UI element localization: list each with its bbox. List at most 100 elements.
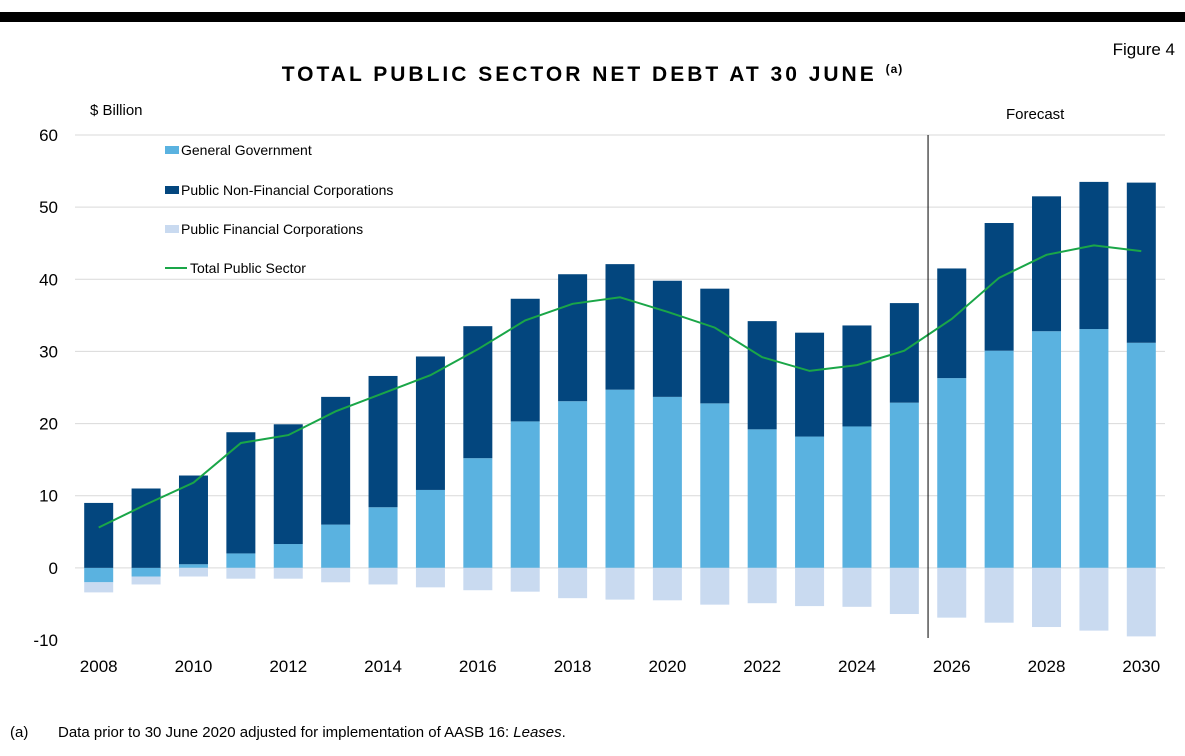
bar-pnfc-2015	[415, 356, 445, 490]
x-tick-label: 2016	[459, 657, 497, 676]
bar-pfc-2015	[415, 567, 445, 588]
bar-general-government-2020	[652, 396, 682, 568]
chart-title: TOTAL PUBLIC SECTOR NET DEBT AT 30 JUNE …	[0, 62, 1185, 87]
bar-pfc-2026	[937, 567, 967, 618]
y-tick-label: 30	[39, 342, 58, 361]
bar-pnfc-2013	[321, 396, 351, 525]
bar-pnfc-2019	[605, 264, 635, 390]
bar-pfc-2010	[178, 567, 208, 577]
x-tick-label: 2010	[175, 657, 213, 676]
legend-label-pnfc: Public Non-Financial Corporations	[181, 182, 394, 198]
bar-pfc-2018	[558, 567, 588, 599]
bar-pfc-2013	[321, 567, 351, 583]
bar-pfc-2016	[463, 567, 493, 591]
legend-item-pfc: Public Financial Corporations	[165, 221, 363, 237]
footnote-text-italic: Leases	[513, 724, 562, 741]
x-tick-label: 2028	[1028, 657, 1066, 676]
x-tick-label: 2022	[743, 657, 781, 676]
x-tick-label: 2020	[648, 657, 686, 676]
bar-general-government-2016	[463, 458, 493, 568]
y-tick-label: 60	[39, 126, 58, 145]
bar-general-government-2027	[984, 350, 1014, 568]
x-tick-label: 2014	[364, 657, 402, 676]
bar-pnfc-2014	[368, 375, 398, 508]
bar-pnfc-2008	[84, 502, 114, 568]
legend-swatch-pnfc	[165, 186, 179, 194]
bar-general-government-2019	[605, 389, 635, 568]
legend-swatch-pfc	[165, 225, 179, 233]
bar-pnfc-2030	[1126, 182, 1156, 343]
bar-general-government-2010	[178, 564, 208, 568]
bar-general-government-2011	[226, 553, 256, 568]
legend-item-total-public-sector: Total Public Sector	[165, 260, 306, 276]
bar-pnfc-2024	[842, 325, 872, 427]
bar-general-government-2009	[131, 567, 161, 577]
bar-general-government-2029	[1079, 329, 1109, 568]
x-tick-label: 2024	[838, 657, 876, 676]
bar-pnfc-2017	[510, 298, 540, 422]
bar-pfc-2014	[368, 567, 398, 585]
legend-label-general-government: General Government	[181, 142, 312, 158]
bar-general-government-2015	[415, 489, 445, 568]
line-total-public-sector	[98, 244, 1142, 529]
bar-general-government-2021	[700, 403, 730, 568]
chart-title-text: TOTAL PUBLIC SECTOR NET DEBT AT 30 JUNE	[281, 63, 877, 86]
bar-pnfc-2010	[178, 475, 208, 565]
bar-general-government-2012	[273, 544, 303, 568]
legend-label-pfc: Public Financial Corporations	[181, 221, 364, 237]
bar-pnfc-2018	[558, 274, 588, 402]
forecast-label: Forecast	[1006, 106, 1065, 123]
bar-pnfc-2009	[131, 488, 161, 568]
bar-general-government-2018	[558, 401, 588, 568]
bar-pnfc-2021	[700, 288, 730, 404]
bar-pfc-2021	[700, 567, 730, 605]
bar-pnfc-2023	[795, 332, 825, 437]
bar-pnfc-2022	[747, 321, 777, 430]
bar-general-government-2008	[84, 567, 114, 583]
x-tick-label: 2026	[933, 657, 971, 676]
bar-general-government-2030	[1126, 342, 1156, 568]
bar-pnfc-2029	[1079, 181, 1109, 330]
bar-pfc-2020	[652, 567, 682, 601]
figure-label: Figure 4	[1112, 40, 1175, 59]
bar-pnfc-2026	[937, 268, 967, 379]
bar-pfc-2017	[510, 567, 540, 592]
bar-general-government-2023	[795, 436, 825, 568]
bar-pfc-2009	[131, 576, 161, 585]
legend-label-total-public-sector: Total Public Sector	[190, 260, 306, 276]
y-tick-label: 20	[39, 415, 58, 434]
footnote: (a) Data prior to 30 June 2020 adjusted f…	[10, 724, 566, 741]
y-tick-label: 40	[39, 270, 58, 289]
bar-general-government-2017	[510, 421, 540, 568]
bar-pfc-2029	[1079, 567, 1109, 631]
y-tick-label: 0	[49, 559, 58, 578]
footnote-marker: (a)	[10, 724, 29, 741]
top-rule	[0, 12, 1185, 22]
legend-item-general-government: General Government	[165, 142, 312, 158]
legend-swatch-total-public-sector	[165, 267, 187, 269]
legend-swatch-general-government	[165, 146, 179, 154]
bar-pfc-2019	[605, 567, 635, 600]
legend-item-pnfc: Public Non-Financial Corporations	[165, 182, 393, 198]
bar-general-government-2025	[889, 402, 919, 568]
bar-pfc-2028	[1032, 567, 1062, 628]
bar-general-government-2028	[1032, 331, 1062, 568]
bar-pnfc-2020	[652, 280, 682, 397]
y-axis-label: $ Billion	[90, 102, 143, 119]
bar-pfc-2012	[273, 567, 303, 579]
chart-title-footnote-marker: (a)	[885, 62, 904, 76]
bar-pnfc-2028	[1032, 196, 1062, 332]
bar-pnfc-2016	[463, 326, 493, 459]
y-tick-label: 50	[39, 198, 58, 217]
y-tick-label: -10	[33, 631, 58, 650]
bar-pfc-2025	[889, 567, 919, 615]
bar-general-government-2014	[368, 507, 398, 568]
bar-general-government-2013	[321, 524, 351, 568]
footnote-text-end: .	[561, 724, 566, 741]
bar-pnfc-2012	[273, 424, 303, 545]
bar-pfc-2027	[984, 567, 1014, 623]
bar-pfc-2008	[84, 582, 114, 593]
bar-pnfc-2011	[226, 432, 256, 554]
x-tick-label: 2008	[80, 657, 118, 676]
